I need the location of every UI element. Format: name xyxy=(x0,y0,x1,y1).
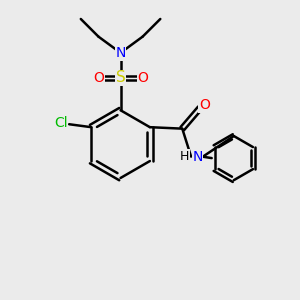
Text: S: S xyxy=(116,70,125,86)
Text: Cl: Cl xyxy=(54,116,68,130)
Text: H: H xyxy=(180,150,189,163)
Text: N: N xyxy=(116,46,126,60)
Text: O: O xyxy=(93,71,104,85)
Text: O: O xyxy=(137,71,148,85)
Text: N: N xyxy=(192,150,203,164)
Text: O: O xyxy=(199,98,210,112)
